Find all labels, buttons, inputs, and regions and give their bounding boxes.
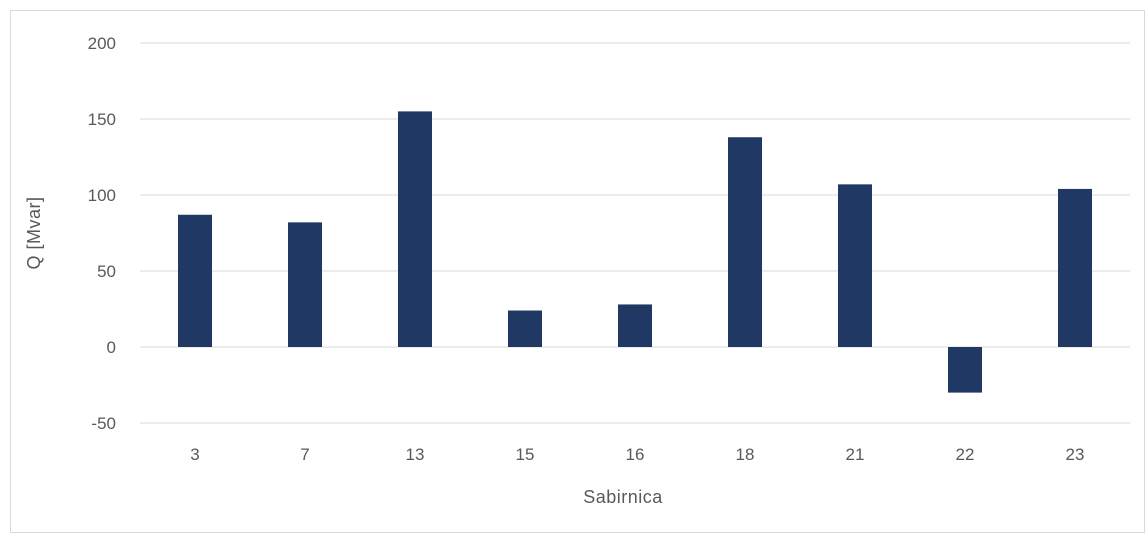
y-tick-label: 0 — [107, 338, 116, 357]
y-axis-title: Q [Mvar] — [24, 196, 44, 269]
x-tick-label: 7 — [300, 445, 309, 464]
y-tick-label: 150 — [88, 110, 116, 129]
x-tick-label: 13 — [406, 445, 425, 464]
x-tick-label: 21 — [846, 445, 865, 464]
bar-16 — [618, 304, 652, 347]
y-tick-label: 100 — [88, 186, 116, 205]
y-tick-label: -50 — [91, 414, 116, 433]
bars — [178, 111, 1092, 393]
x-tick-label: 18 — [736, 445, 755, 464]
y-axis-ticks: -50 0 50 100 150 200 — [88, 34, 116, 433]
bar-18 — [728, 137, 762, 347]
x-tick-label: 16 — [626, 445, 645, 464]
x-axis-title: Sabirnica — [583, 487, 663, 507]
bar-21 — [838, 184, 872, 347]
x-axis-ticks: 3 7 13 15 16 18 21 22 23 — [190, 445, 1084, 464]
bar-15 — [508, 310, 542, 347]
bar-13 — [398, 111, 432, 348]
bar-7 — [288, 222, 322, 347]
y-tick-label: 50 — [97, 262, 116, 281]
y-tick-label: 200 — [88, 34, 116, 53]
x-tick-label: 15 — [516, 445, 535, 464]
bar-22 — [948, 347, 982, 393]
bar-3 — [178, 214, 212, 347]
x-tick-label: 23 — [1066, 445, 1085, 464]
bar-23 — [1058, 188, 1092, 347]
x-tick-label: 3 — [190, 445, 199, 464]
x-tick-label: 22 — [956, 445, 975, 464]
